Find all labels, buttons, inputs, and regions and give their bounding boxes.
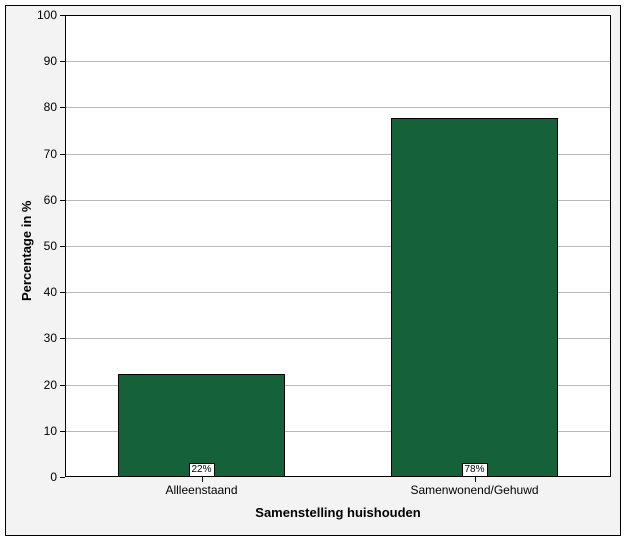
y-tick-mark xyxy=(60,246,65,247)
y-tick-mark xyxy=(60,200,65,201)
x-tick-mark xyxy=(202,477,203,482)
y-tick-mark xyxy=(60,107,65,108)
y-tick-label: 70 xyxy=(29,147,57,161)
y-tick-label: 50 xyxy=(29,239,57,253)
x-axis-title: Samenstelling huishouden xyxy=(65,505,611,520)
x-tick-label: Samenwonend/Gehuwd xyxy=(375,483,575,497)
bar xyxy=(391,118,558,477)
y-tick-mark xyxy=(60,477,65,478)
gridline-y xyxy=(66,107,610,108)
y-tick-label: 0 xyxy=(29,470,57,484)
x-tick-label: Allleenstaand xyxy=(102,483,302,497)
y-tick-label: 60 xyxy=(29,193,57,207)
y-tick-mark xyxy=(60,15,65,16)
y-tick-mark xyxy=(60,385,65,386)
y-tick-mark xyxy=(60,61,65,62)
y-tick-label: 10 xyxy=(29,424,57,438)
y-tick-label: 90 xyxy=(29,54,57,68)
gridline-y xyxy=(66,61,610,62)
y-tick-label: 80 xyxy=(29,100,57,114)
y-tick-mark xyxy=(60,338,65,339)
y-tick-mark xyxy=(60,154,65,155)
y-tick-label: 100 xyxy=(29,8,57,22)
y-tick-mark xyxy=(60,292,65,293)
y-tick-label: 40 xyxy=(29,285,57,299)
x-tick-mark xyxy=(475,477,476,482)
y-tick-mark xyxy=(60,431,65,432)
y-tick-label: 20 xyxy=(29,378,57,392)
bar-value-label: 78% xyxy=(461,463,487,477)
bar xyxy=(118,374,285,477)
bar-value-label: 22% xyxy=(188,463,214,477)
y-tick-label: 30 xyxy=(29,331,57,345)
